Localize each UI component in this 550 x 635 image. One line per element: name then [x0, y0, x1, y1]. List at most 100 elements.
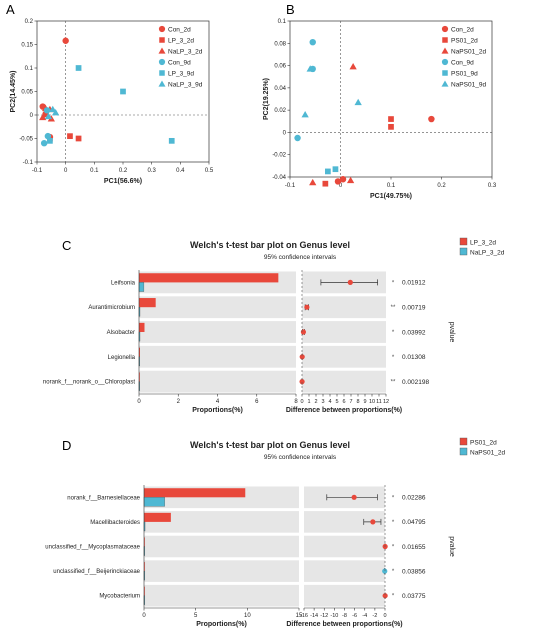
legend-marker — [159, 37, 165, 43]
diff-point — [370, 519, 376, 525]
legend-label: NaLP_3_2d — [470, 250, 505, 257]
row-background — [139, 345, 296, 368]
category-label: Mycobacterium — [99, 594, 140, 600]
x-tick-label: 0.2 — [437, 183, 446, 189]
data-point — [49, 105, 57, 113]
x-tick-label: -0.1 — [285, 183, 296, 189]
legend-label: NaLP_3_2d — [168, 48, 203, 55]
diff-point — [299, 354, 305, 360]
y-tick-label: -0.1 — [23, 160, 34, 166]
p-value: 0.01912 — [402, 280, 426, 287]
x-tick-label: 5 — [194, 613, 198, 619]
legend-swatch — [459, 447, 468, 456]
diff-row-background — [304, 560, 385, 582]
chart-title: Welch's t-test bar plot on Genus level — [190, 440, 350, 450]
plot-frame — [289, 20, 493, 178]
legend-label: NaPS01_2d — [470, 450, 505, 457]
legend-label: NaPS01_9d — [451, 81, 486, 88]
significance-stars: * — [392, 330, 395, 336]
legend-label: PS01_9d — [451, 70, 478, 77]
row-background — [139, 321, 296, 343]
legend-marker — [441, 47, 449, 54]
chart-title: Welch's t-test bar plot on Genus level — [190, 240, 350, 250]
diff-row-background — [304, 535, 385, 558]
bar-group1 — [139, 273, 279, 283]
legend-label: Con_2d — [451, 26, 474, 33]
y-tick-label: 0 — [30, 113, 34, 119]
diff-x-tick-label: -16 — [300, 613, 308, 619]
diff-x-tick-label: 5 — [335, 399, 338, 405]
diff-x-tick-label: -2 — [372, 613, 377, 619]
category-label: Alsobacter — [107, 330, 135, 336]
legend-marker — [158, 80, 166, 87]
row-background — [139, 296, 296, 319]
data-point — [67, 133, 73, 140]
diff-row-background — [302, 296, 386, 319]
welch-bar-plot-c: Welch's t-test bar plot on Genus level95… — [43, 237, 505, 414]
legend-marker — [158, 47, 166, 54]
bar-group1 — [144, 586, 145, 596]
bar-group1 — [144, 512, 171, 522]
x-tick-label: 15 — [296, 613, 303, 619]
legend-marker — [442, 70, 448, 76]
x-axis-label: PC1(49.75%) — [370, 193, 412, 200]
x-tick-label: 0.1 — [387, 183, 396, 189]
x-tick-label: 0.2 — [119, 168, 128, 174]
data-point — [39, 113, 47, 121]
data-point — [51, 109, 60, 116]
data-point — [301, 110, 309, 118]
significance-stars: * — [392, 520, 395, 526]
row-background — [144, 511, 299, 533]
bar-group1 — [144, 488, 246, 498]
legend-marker — [158, 25, 166, 33]
diff-x-tick-label: 11 — [376, 399, 382, 405]
diff-x-axis-label: Difference between proportions(%) — [286, 407, 402, 414]
legend-swatch — [459, 237, 468, 246]
p-value: 0.03775 — [402, 593, 426, 600]
legend-label: Con_9d — [168, 59, 191, 66]
data-point — [75, 135, 82, 142]
y-tick-label: 0.05 — [21, 90, 33, 96]
x-axis-label: PC1(56.6%) — [104, 178, 142, 185]
diff-row-background — [302, 321, 386, 343]
significance-stars: * — [392, 569, 395, 575]
legend-marker — [159, 70, 165, 76]
legend-marker — [441, 58, 449, 66]
y-tick-label: -0.05 — [19, 137, 33, 143]
p-value: 0.01308 — [402, 354, 426, 361]
p-value: 0.03856 — [402, 568, 426, 575]
diff-row-background — [302, 370, 386, 393]
panel-label-d: D — [62, 438, 71, 453]
data-point — [44, 112, 53, 120]
diff-point — [382, 568, 388, 574]
legend-label: NaPS01_2d — [451, 48, 486, 55]
legend-label: PS01_2d — [470, 440, 497, 447]
data-point — [332, 166, 339, 173]
x-tick-label: 0 — [137, 399, 141, 405]
y-tick-label: -0.04 — [272, 175, 286, 181]
category-label: Leifsonia — [111, 280, 136, 286]
x-axis-label: Proportions(%) — [192, 407, 243, 414]
x-tick-label: 8 — [294, 399, 298, 405]
diff-x-tick-label: 7 — [349, 399, 352, 405]
x-tick-label: 10 — [244, 613, 251, 619]
legend-label: LP_3_9d — [168, 70, 194, 77]
x-tick-label: 6 — [255, 399, 259, 405]
data-point — [349, 63, 357, 70]
data-point — [120, 88, 126, 95]
pvalue-axis-label: pvalue — [448, 536, 455, 557]
data-point — [325, 168, 331, 175]
data-point — [40, 139, 48, 147]
diff-point — [300, 329, 306, 335]
x-tick-label: 4 — [216, 399, 220, 405]
significance-stars: ** — [391, 380, 396, 386]
y-tick-label: 0.08 — [274, 41, 286, 47]
significance-stars: ** — [391, 305, 396, 311]
y-tick-label: 0.15 — [21, 43, 33, 49]
significance-stars: * — [392, 280, 395, 286]
significance-stars: * — [392, 355, 395, 361]
legend-marker — [442, 37, 448, 43]
data-point — [62, 37, 69, 44]
scatter-plot-a: -0.1 0 0.1 0.2 0.3 0.4 0.5 0.2 0.15 0.1 0.05 0 -0.05… — [10, 19, 214, 185]
